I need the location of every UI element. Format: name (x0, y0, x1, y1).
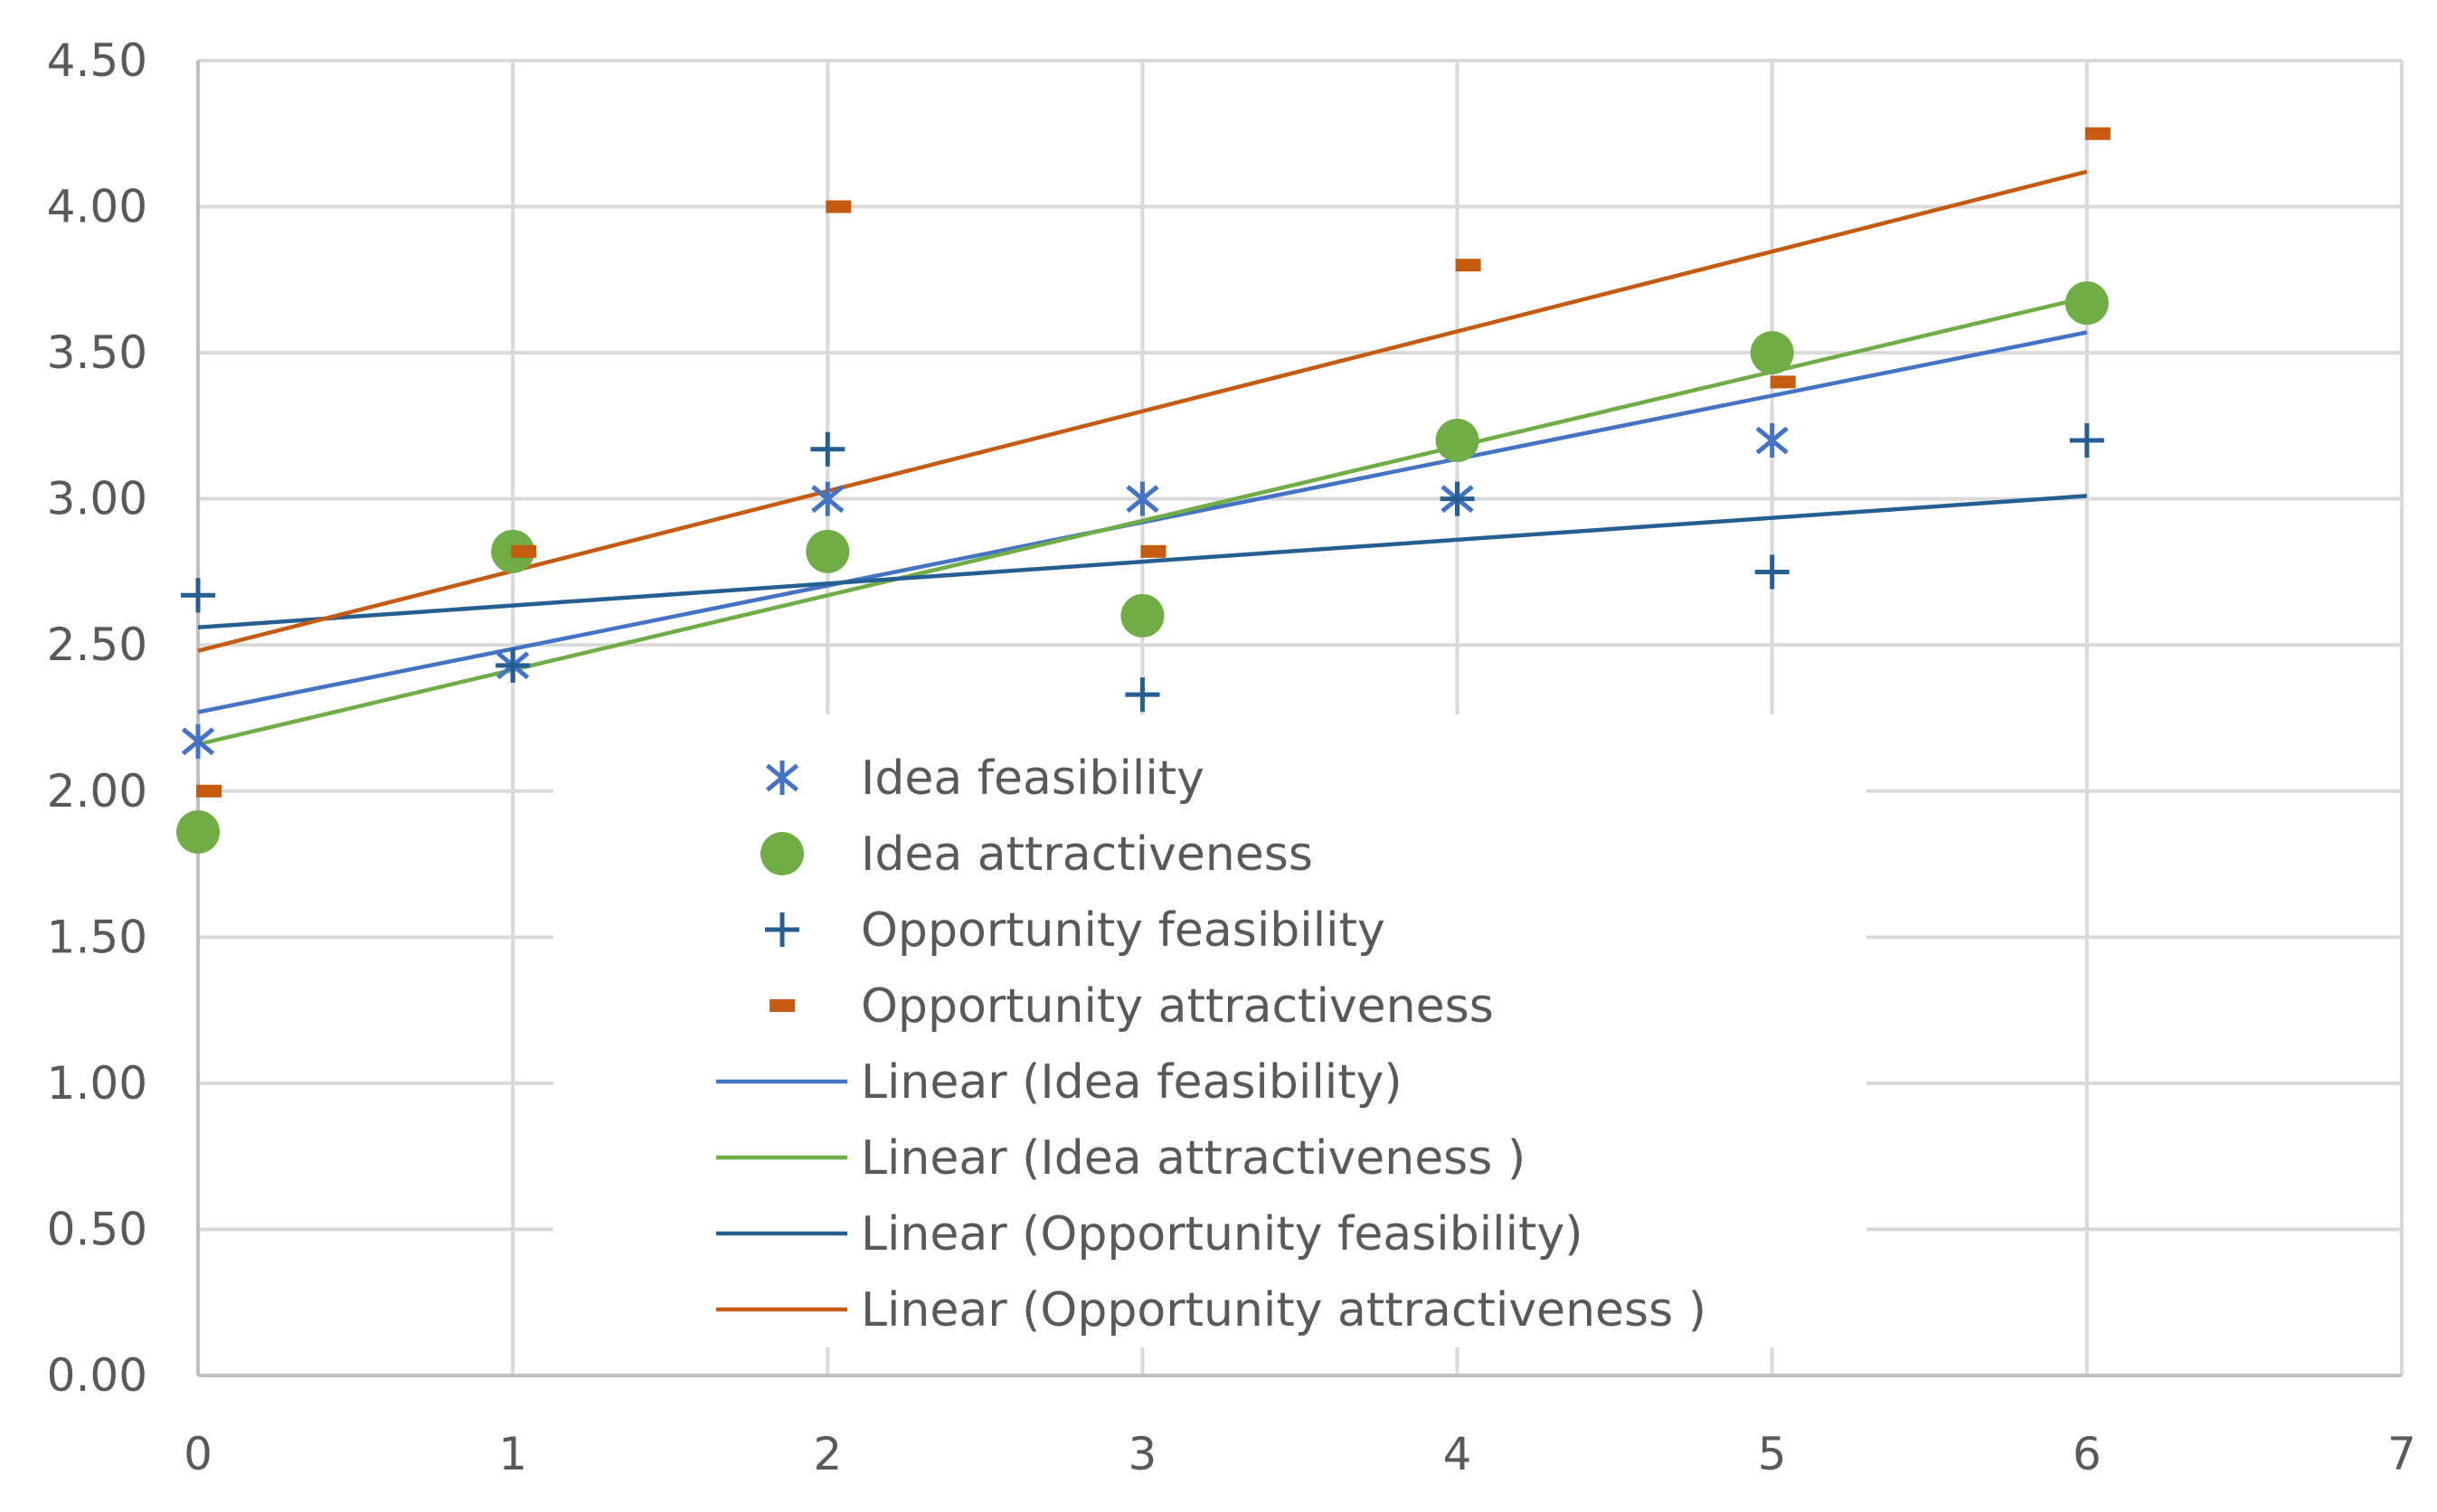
legend-label: Linear (Opportunity attractiveness ) (861, 1283, 1706, 1337)
legend-swatch (765, 761, 799, 795)
data-point (176, 810, 220, 855)
legend-label: Idea feasibility (861, 751, 1204, 806)
y-tick-label: 1.50 (47, 911, 147, 963)
data-point (1140, 544, 1167, 558)
y-tick-label: 0.00 (47, 1349, 147, 1402)
data-point (806, 529, 850, 573)
x-tick-label: 7 (2387, 1428, 2416, 1480)
x-tick-label: 5 (1758, 1428, 1787, 1480)
y-tick-label: 4.00 (47, 181, 147, 233)
x-tick-label: 2 (813, 1428, 842, 1480)
legend-label: Idea attractiveness (861, 827, 1313, 882)
data-point (1126, 481, 1159, 516)
data-point (496, 647, 531, 683)
data-point (1770, 375, 1796, 389)
data-point (810, 431, 845, 467)
legend-swatch (760, 832, 804, 875)
x-tick-label: 6 (2073, 1428, 2102, 1480)
data-point (826, 200, 852, 213)
data-point (2064, 281, 2109, 326)
legend-label: Linear (Idea feasibility) (861, 1055, 1403, 1110)
legend-label: Linear (Opportunity feasibility) (861, 1207, 1583, 1262)
data-point (181, 723, 215, 759)
data-point (1455, 259, 1481, 272)
data-point (181, 578, 215, 613)
data-point (1120, 593, 1165, 638)
x-tick-label: 3 (1129, 1428, 1157, 1480)
data-point (196, 784, 222, 798)
y-tick-label: 0.50 (47, 1203, 147, 1255)
y-tick-label: 2.00 (47, 765, 147, 817)
y-tick-label: 1.00 (47, 1057, 147, 1110)
data-point (1440, 481, 1475, 516)
data-point (1754, 554, 1790, 590)
data-point (2069, 423, 2104, 458)
legend-swatch (770, 999, 795, 1012)
x-tick-label: 1 (498, 1428, 527, 1480)
y-tick-label: 3.00 (47, 473, 147, 525)
legend: Idea feasibility Idea attractiveness Oppor… (553, 714, 1866, 1347)
legend-box (553, 714, 1866, 1347)
y-tick-label: 3.50 (47, 326, 147, 379)
x-tick-label: 4 (1443, 1428, 1472, 1480)
y-tick-label: 4.50 (47, 34, 147, 87)
legend-swatch (765, 912, 799, 947)
data-point (2084, 127, 2111, 140)
data-points (176, 127, 2111, 855)
data-point (511, 544, 537, 558)
legend-label: Linear (Idea attractiveness ) (861, 1131, 1525, 1186)
data-point (1750, 331, 1794, 375)
data-point (811, 481, 845, 516)
data-point (1125, 677, 1160, 713)
x-tick-label: 0 (184, 1428, 213, 1480)
data-point (1755, 423, 1789, 458)
legend-label: Opportunity attractiveness (861, 979, 1494, 1034)
legend-label: Opportunity feasibility (861, 903, 1385, 958)
trendline (197, 494, 2088, 630)
axes: 0.00 0.50 1.00 1.50 2.00 2.50 3.00 3.50 4.00 4.50… (47, 34, 2416, 1480)
data-point (1435, 419, 1479, 463)
y-tick-label: 2.50 (47, 619, 147, 671)
